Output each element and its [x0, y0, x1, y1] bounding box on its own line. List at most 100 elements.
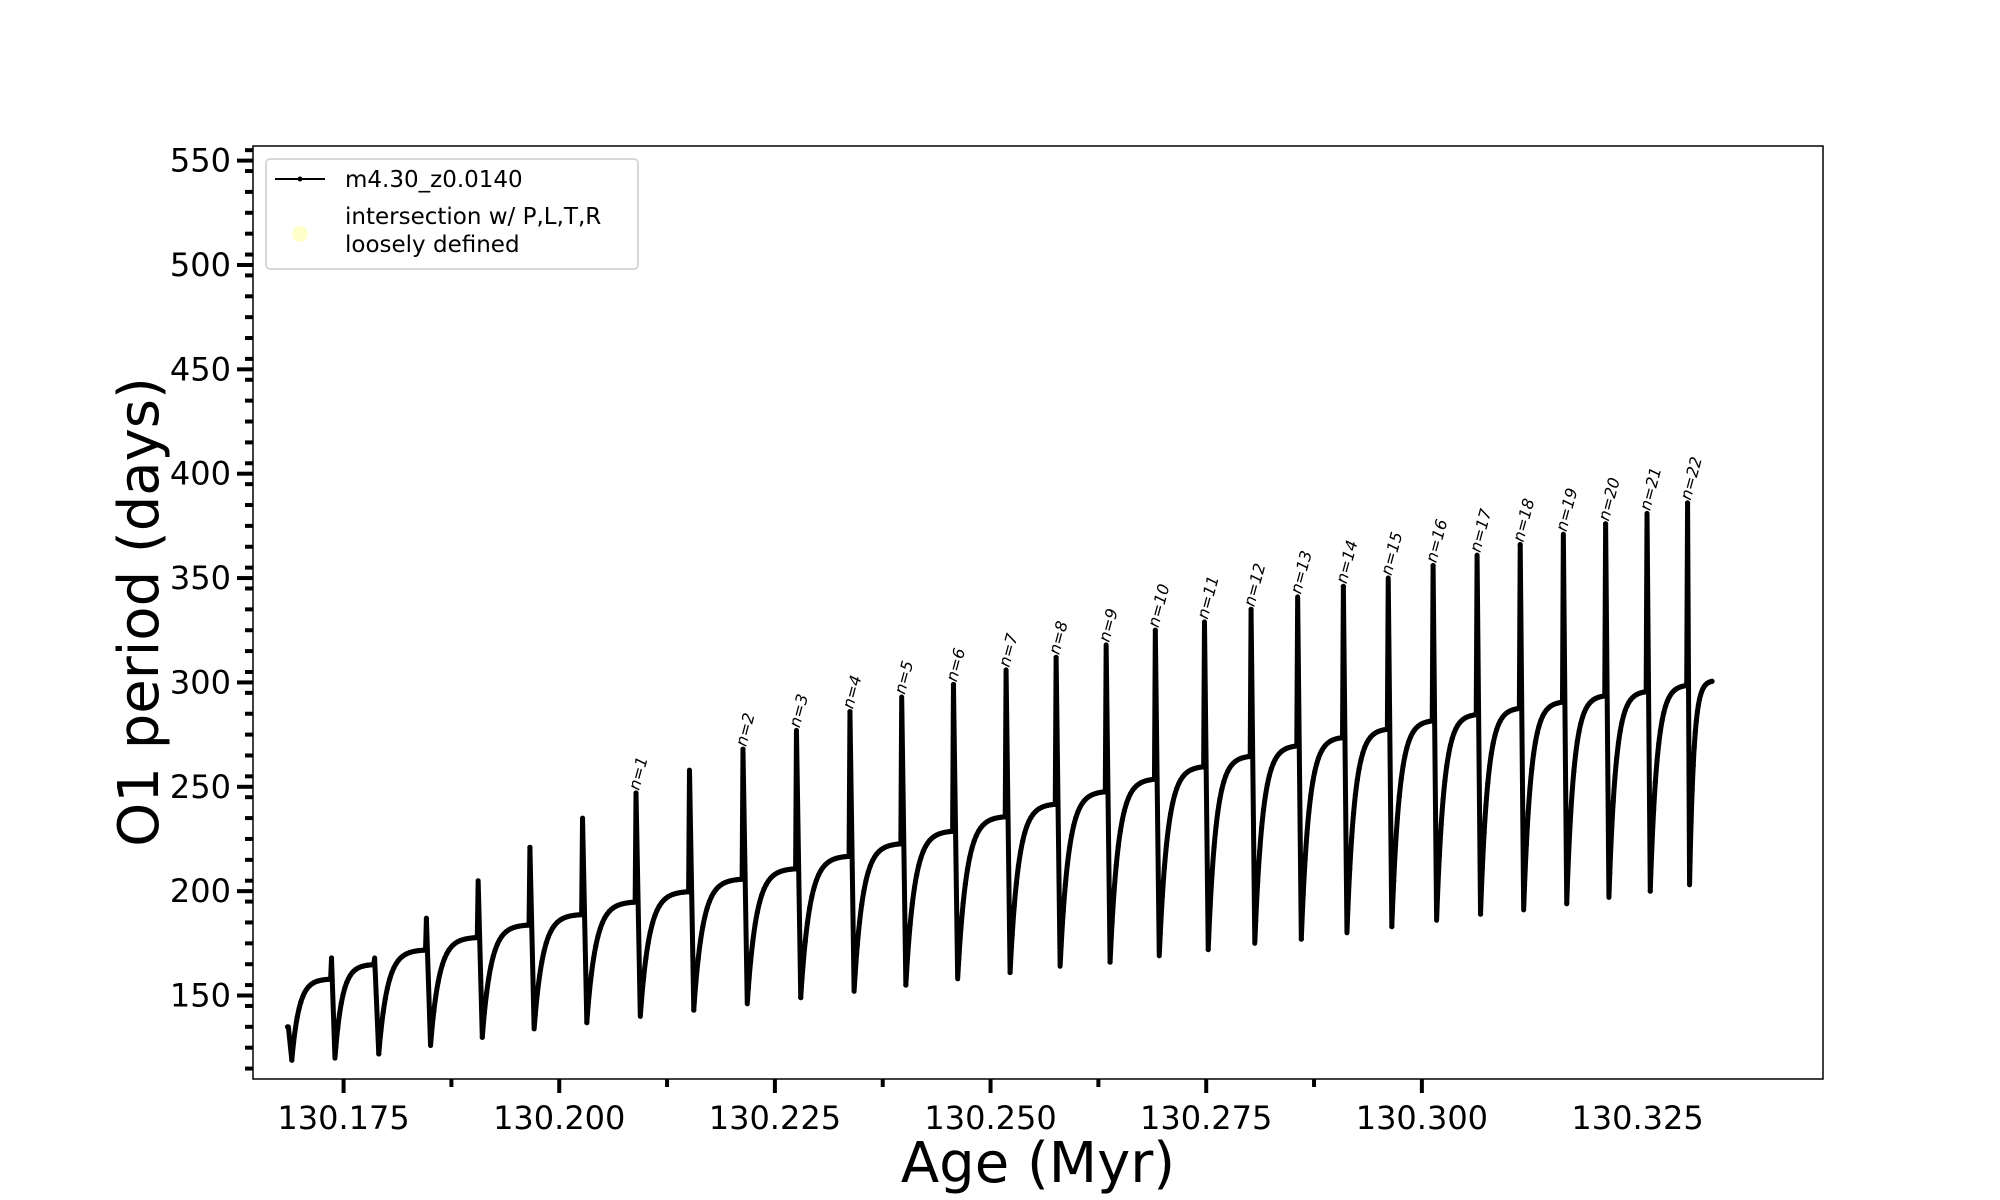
data-point	[474, 934, 480, 940]
data-point	[545, 934, 552, 940]
data-point	[527, 922, 533, 928]
y-tick-label: 150	[170, 977, 231, 1015]
data-point	[1066, 845, 1073, 851]
data-point	[1451, 730, 1457, 736]
data-point	[652, 913, 658, 919]
data-point	[1525, 810, 1531, 816]
data-point	[1115, 843, 1121, 849]
data-point	[1360, 750, 1366, 756]
data-point	[492, 947, 498, 953]
data-point	[291, 1039, 297, 1045]
data-point	[1656, 741, 1662, 747]
data-point	[1174, 786, 1180, 792]
y-tick-label: 400	[170, 455, 231, 493]
data-point	[1559, 698, 1566, 704]
data-point	[1152, 627, 1158, 633]
legend-label-series: m4.30_z0.0140	[345, 167, 523, 193]
data-point	[1406, 739, 1412, 745]
data-point	[1253, 917, 1259, 923]
data-point	[1123, 800, 1130, 806]
data-point	[1607, 870, 1613, 876]
data-point	[1693, 718, 1699, 724]
data-point	[1161, 864, 1167, 871]
data-point	[804, 920, 811, 926]
data-point	[1211, 844, 1217, 850]
data-point	[1268, 766, 1274, 772]
cycle-annotation: n=18	[1509, 496, 1539, 543]
data-point	[593, 943, 599, 949]
cycle-annotation: n=7	[995, 631, 1022, 669]
data-point	[907, 921, 913, 927]
legend-label-intersection-line1: intersection w/ P,L,T,R	[345, 204, 601, 230]
data-point	[1270, 760, 1276, 767]
data-point	[1248, 606, 1254, 612]
data-point	[1314, 761, 1320, 767]
data-point	[382, 996, 388, 1002]
data-point	[1492, 732, 1498, 739]
data-point	[1011, 903, 1017, 909]
data-point	[1647, 888, 1653, 894]
data-point	[1445, 751, 1452, 758]
cycle-annotation: n=5	[890, 659, 917, 697]
y-tick-label: 450	[170, 350, 231, 388]
data-point	[490, 954, 496, 960]
data-point	[1213, 824, 1219, 830]
data-point	[338, 1000, 344, 1006]
data-point	[1310, 779, 1316, 785]
data-point	[1569, 790, 1575, 797]
x-tick-label: 130.300	[1356, 1099, 1488, 1137]
cycle-annotation: n=1	[625, 755, 652, 793]
data-point	[328, 955, 335, 961]
data-point	[1603, 693, 1609, 699]
data-point	[1062, 882, 1068, 888]
data-point	[859, 902, 865, 908]
data-point	[1436, 853, 1442, 859]
data-point	[1119, 816, 1126, 823]
data-point	[1521, 882, 1528, 889]
data-point	[1612, 774, 1618, 780]
data-point	[709, 893, 715, 900]
data-point	[1350, 811, 1357, 817]
data-point	[1170, 800, 1176, 806]
data-point	[1657, 728, 1664, 734]
data-point	[298, 999, 304, 1005]
data-point	[1652, 779, 1658, 785]
data-point	[1571, 769, 1577, 775]
data-point	[1538, 718, 1544, 724]
data-point	[920, 848, 926, 855]
data-point	[1434, 893, 1441, 899]
data-point	[1530, 751, 1537, 757]
data-point	[761, 886, 767, 892]
data-point	[950, 828, 957, 834]
data-point	[1073, 815, 1079, 821]
data-point	[1209, 870, 1215, 876]
data-point	[344, 980, 350, 986]
data-point	[1262, 792, 1269, 798]
data-point	[1248, 753, 1254, 759]
series-line	[285, 500, 1715, 1063]
data-point	[1121, 807, 1128, 813]
data-point	[1017, 849, 1024, 855]
cycle-annotation: n=11	[1193, 574, 1223, 621]
data-point	[1060, 908, 1066, 915]
data-point	[1117, 828, 1123, 834]
data-point	[1532, 739, 1538, 745]
cycle-annotation: n=4	[838, 673, 865, 711]
data-point	[1053, 654, 1059, 660]
data-point	[541, 948, 547, 954]
data-point	[543, 940, 549, 946]
cycle-annotation: n=8	[1045, 619, 1072, 657]
data-point	[1527, 785, 1533, 791]
data-point	[292, 1025, 299, 1031]
data-point	[861, 888, 867, 894]
legend-box	[265, 158, 639, 270]
data-point	[759, 892, 765, 898]
data-point	[1574, 738, 1580, 745]
data-point	[1384, 725, 1390, 731]
data-point	[1308, 792, 1314, 798]
data-point	[1064, 861, 1071, 867]
data-point	[386, 976, 393, 983]
cycle-annotation: n=14	[1332, 538, 1362, 585]
data-point	[584, 1020, 590, 1026]
